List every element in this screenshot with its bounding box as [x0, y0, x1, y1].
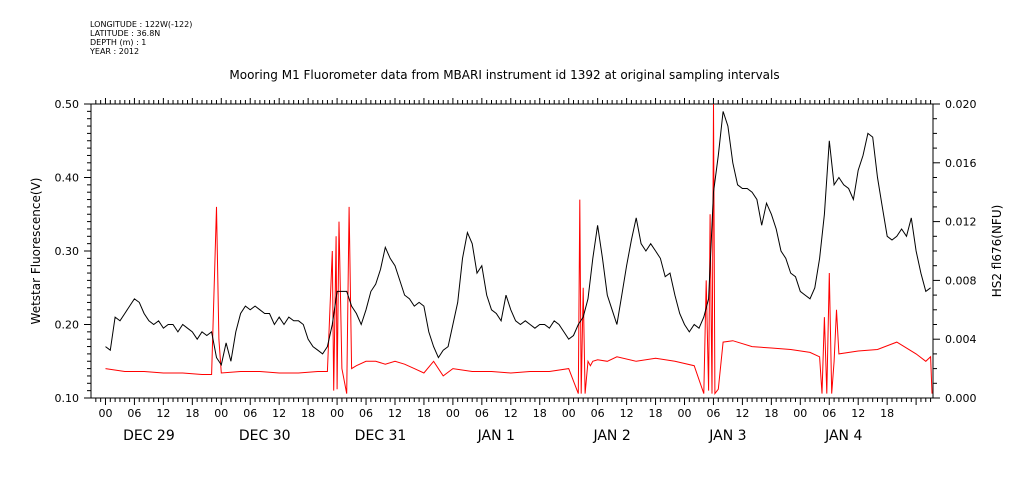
x-hour-tick-label: 06	[475, 407, 489, 420]
x-hour-tick-label: 06	[243, 407, 257, 420]
x-hour-tick-label: 12	[735, 407, 749, 420]
x-hour-tick-label: 18	[185, 407, 199, 420]
x-hour-tick-label: 00	[98, 407, 112, 420]
y-tick-label: 0.50	[55, 98, 80, 111]
x-hour-tick-label: 00	[793, 407, 807, 420]
x-hour-tick-label: 06	[127, 407, 141, 420]
x-hour-tick-label: 06	[359, 407, 373, 420]
y-tick-label: 0.20	[55, 319, 80, 332]
x-hour-tick-label: 18	[649, 407, 663, 420]
x-day-label: JAN 3	[708, 428, 746, 444]
x-day-label: DEC 31	[355, 428, 407, 444]
metadata-block: LONGITUDE : 122W(-122) LATITUDE : 36.8N …	[90, 20, 192, 56]
x-hour-tick-label: 00	[562, 407, 576, 420]
x-hour-tick-label: 12	[504, 407, 518, 420]
x-day-label: JAN 4	[824, 428, 862, 444]
y-tick-label: 0.10	[55, 392, 80, 405]
y-tick-label: 0.30	[55, 245, 80, 258]
x-hour-tick-label: 00	[330, 407, 344, 420]
x-hour-tick-label: 12	[156, 407, 170, 420]
chart-title: Mooring M1 Fluorometer data from MBARI i…	[229, 68, 780, 82]
axis-ticks	[84, 98, 940, 405]
x-day-label: JAN 1	[477, 428, 515, 444]
x-day-label: DEC 30	[239, 428, 291, 444]
x-hour-tick-label: 00	[678, 407, 692, 420]
y-axis-label: Wetstar Fluorescence(V)	[29, 178, 43, 325]
x-hour-tick-label: 06	[822, 407, 836, 420]
x-hour-tick-label: 06	[706, 407, 720, 420]
x-hour-tick-label: 18	[764, 407, 778, 420]
x-hour-tick-label: 00	[214, 407, 228, 420]
longitude-text: LONGITUDE : 122W(-122)	[90, 20, 193, 29]
axis-labels: 00 06 12 18 00 06 12 18 00 06 12 18 00 06 12 18 00 06 12 18…	[55, 98, 977, 444]
x-hour-tick-label: 12	[620, 407, 634, 420]
y2-tick-label: 0.020	[945, 98, 977, 111]
x-day-label: DEC 29	[123, 428, 175, 444]
y2-tick-label: 0.008	[945, 274, 977, 287]
x-hour-tick-label: 12	[388, 407, 402, 420]
y-tick-label: 0.40	[55, 172, 80, 185]
x-hour-tick-label: 18	[880, 407, 894, 420]
x-day-label: JAN 2	[592, 428, 630, 444]
y2-axis-label: HS2 fl676(NFU)	[990, 205, 1004, 298]
latitude-text: LATITUDE : 36.8N	[90, 29, 161, 38]
series-line-hs2	[105, 103, 933, 396]
year-text: YEAR : 2012	[90, 47, 140, 56]
x-hour-tick-label: 00	[446, 407, 460, 420]
x-hour-tick-label: 18	[301, 407, 315, 420]
series-line-wetstar	[105, 111, 931, 367]
y2-tick-label: 0.004	[945, 333, 977, 346]
x-hour-tick-label: 06	[591, 407, 605, 420]
x-hour-tick-label: 12	[851, 407, 865, 420]
y2-tick-label: 0.012	[945, 216, 977, 229]
x-hour-tick-label: 18	[417, 407, 431, 420]
y2-tick-label: 0.000	[945, 392, 977, 405]
depth-text: DEPTH (m) : 1	[90, 38, 147, 47]
y2-tick-label: 0.016	[945, 157, 977, 170]
x-hour-tick-label: 12	[272, 407, 286, 420]
x-hour-tick-label: 18	[533, 407, 547, 420]
